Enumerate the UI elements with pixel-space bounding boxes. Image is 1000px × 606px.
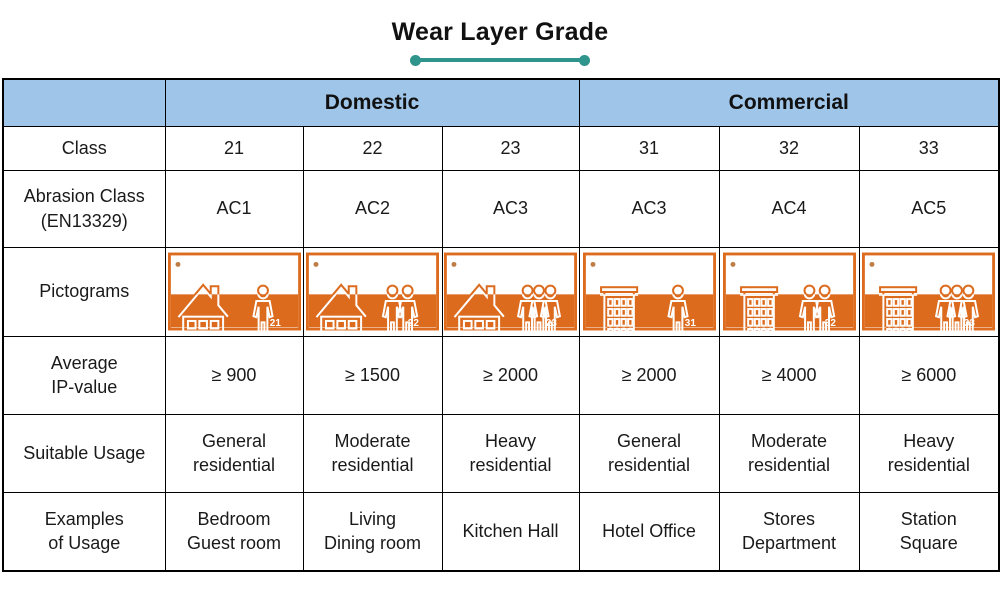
building-3-persons-icon: 33 [862,250,996,333]
ip-value: ≥ 2000 [578,335,720,415]
group-header-domestic: Domestic [164,78,580,127]
corner-cell [2,78,166,127]
pictogram-cell: 22 [302,246,443,337]
table-row-class: Class 21 22 23 31 32 33 [2,125,1000,171]
examples-value: Living Dining room [302,491,443,572]
examples-value: Hotel Office [578,491,720,572]
suitable-usage-value: Moderate residential [302,413,443,493]
svg-text:33: 33 [964,318,976,329]
pictogram-cell: 33 [858,246,1000,337]
class-value: 21 [164,125,304,171]
wear-grade-table: Domestic Commercial Class 21 22 23 31 32… [2,78,1000,572]
svg-text:32: 32 [824,318,836,329]
svg-text:31: 31 [684,318,696,329]
table-row-ip-value: Average IP-value ≥ 900 ≥ 1500 ≥ 2000 ≥ 2… [2,335,1000,415]
row-label-examples-of-usage: Examples of Usage [2,491,166,572]
group-header-commercial: Commercial [578,78,1000,127]
class-value: 31 [578,125,720,171]
pictogram-cell: 31 [578,246,720,337]
group-header-row: Domestic Commercial [2,78,1000,127]
examples-value: Station Square [858,491,1000,572]
suitable-usage-value: Heavy residential [858,413,1000,493]
suitable-usage-value: General residential [164,413,304,493]
row-label-pictograms: Pictograms [2,246,166,337]
class-value: 32 [718,125,860,171]
row-label-abrasion-class: Abrasion Class (EN13329) [2,169,166,248]
abrasion-value: AC4 [718,169,860,248]
table-row-pictograms: Pictograms 21 22 23 31 32 33 [2,246,1000,337]
ip-value: ≥ 6000 [858,335,1000,415]
abrasion-value: AC3 [441,169,580,248]
house-3-persons-icon: 23 [444,250,578,333]
row-label-class: Class [2,125,166,171]
abrasion-value: AC2 [302,169,443,248]
pictogram-cell: 32 [718,246,860,337]
class-value: 33 [858,125,1000,171]
suitable-usage-value: Moderate residential [718,413,860,493]
title-section: Wear Layer Grade [0,0,1000,66]
building-1-person-icon: 31 [582,250,716,333]
page-title: Wear Layer Grade [391,18,609,46]
pictogram-cell: 23 [441,246,580,337]
examples-value: Kitchen Hall [441,491,580,572]
class-value: 23 [441,125,580,171]
ip-value: ≥ 900 [164,335,304,415]
house-2-persons-icon: 22 [306,250,439,333]
pictogram-cell: 21 [164,246,304,337]
class-value: 22 [302,125,443,171]
ip-value: ≥ 4000 [718,335,860,415]
suitable-usage-value: Heavy residential [441,413,580,493]
examples-value: Stores Department [718,491,860,572]
house-1-person-icon: 21 [167,250,301,333]
abrasion-value: AC1 [164,169,304,248]
examples-value: Bedroom Guest room [164,491,304,572]
suitable-usage-value: General residential [578,413,720,493]
row-label-suitable-usage: Suitable Usage [2,413,166,493]
ip-value: ≥ 2000 [441,335,580,415]
table-row-suitable-usage: Suitable Usage General residential Moder… [2,413,1000,493]
svg-text:23: 23 [546,318,558,329]
svg-text:21: 21 [269,318,281,329]
abrasion-value: AC5 [858,169,1000,248]
title-underline-accent [410,54,590,66]
row-label-ip-value: Average IP-value [2,335,166,415]
ip-value: ≥ 1500 [302,335,443,415]
building-2-persons-icon: 32 [722,250,856,333]
abrasion-value: AC3 [578,169,720,248]
table-row-abrasion-class: Abrasion Class (EN13329) AC1 AC2 AC3 AC3… [2,169,1000,248]
table-row-examples-of-usage: Examples of Usage Bedroom Guest room Liv… [2,491,1000,572]
svg-text:22: 22 [408,318,420,329]
